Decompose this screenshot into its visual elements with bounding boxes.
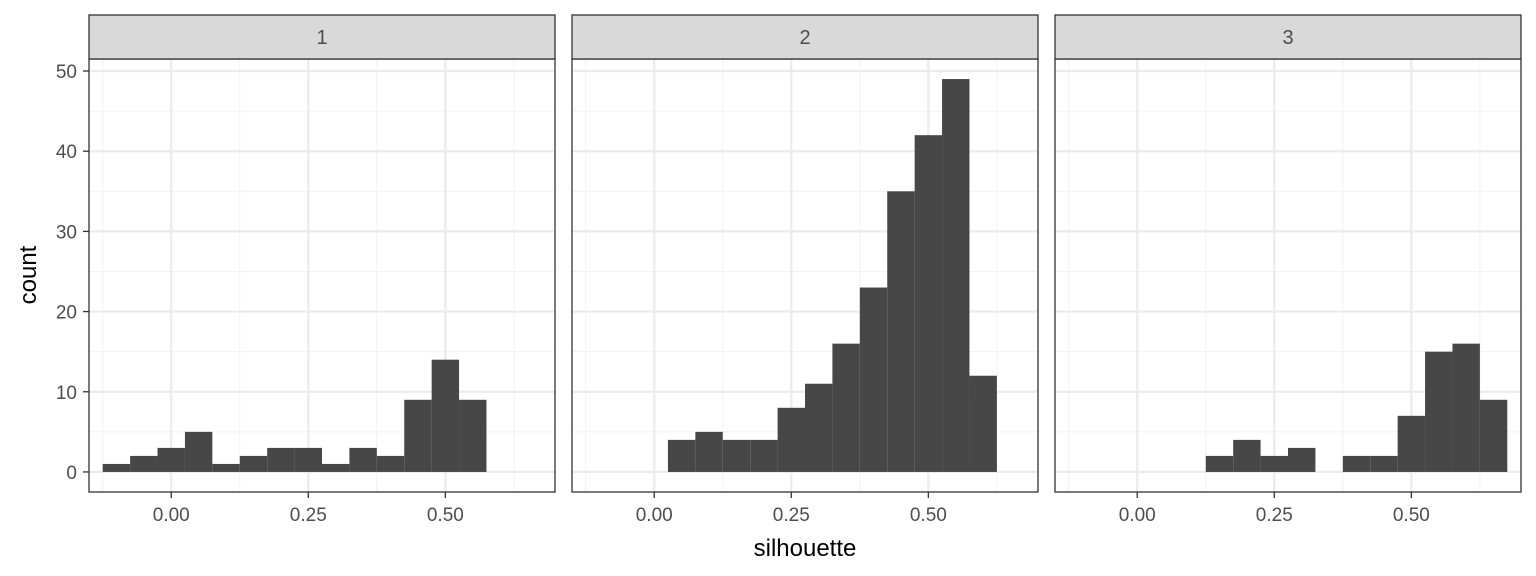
histogram-bar <box>1288 447 1316 472</box>
panels: 1 0.00 0.25 0.50 0 10 20 30 40 50 2 0.00 0.25 0.50 3 0.… <box>56 14 1522 526</box>
histogram-bar <box>1370 455 1398 472</box>
histogram-bar <box>294 447 322 472</box>
panel-3: 3 0.00 0.25 0.50 <box>1054 14 1522 526</box>
x-tick-label: 0.25 <box>773 505 810 526</box>
panel-2: 2 0.00 0.25 0.50 <box>571 14 1039 526</box>
histogram-bar <box>914 135 943 472</box>
histogram-bar <box>969 375 997 472</box>
histogram-bar <box>1205 455 1234 472</box>
histogram-bar <box>695 431 723 472</box>
y-tick-label: 20 <box>56 303 77 324</box>
x-axis-title: silhouette <box>754 535 857 562</box>
histogram-bar <box>1397 415 1426 472</box>
histogram-bar <box>1425 351 1453 472</box>
facet-strip <box>88 14 556 60</box>
y-tick-label: 0 <box>66 463 77 484</box>
histogram-bar <box>431 359 460 472</box>
histogram-bar <box>157 447 185 472</box>
histogram-bar <box>349 447 377 472</box>
histogram-bar <box>667 439 696 472</box>
histogram-bar <box>805 383 833 472</box>
panel-1: 1 0.00 0.25 0.50 0 10 20 30 40 50 <box>56 14 556 526</box>
facet-strip <box>571 14 1039 60</box>
y-tick-label: 10 <box>56 383 77 404</box>
histogram-bar <box>239 455 268 472</box>
histogram-bar <box>376 455 405 472</box>
histogram-bar <box>722 439 751 472</box>
histogram-bar <box>777 407 805 472</box>
x-tick-label: 0.00 <box>153 505 190 526</box>
histogram-bar <box>322 463 350 472</box>
x-tick-label: 0.50 <box>910 505 947 526</box>
histogram-bar <box>859 287 888 472</box>
x-tick-label: 0.25 <box>290 505 327 526</box>
y-tick-label: 40 <box>56 142 77 163</box>
facet-strip <box>1054 14 1522 60</box>
facet-strip-label: 2 <box>799 27 810 49</box>
y-axis-title: count <box>15 245 42 304</box>
y-tick-label: 50 <box>56 62 77 83</box>
histogram-bar <box>1452 343 1480 472</box>
x-tick-label: 0.50 <box>427 505 464 526</box>
histogram-bar <box>887 191 915 472</box>
histogram-bar <box>130 455 158 472</box>
x-tick-label: 0.25 <box>1256 505 1293 526</box>
histogram-bar <box>942 79 970 472</box>
y-tick-label: 30 <box>56 222 77 243</box>
histogram-bar <box>1342 455 1371 472</box>
histogram-bar <box>750 439 778 472</box>
x-tick-label: 0.00 <box>636 505 673 526</box>
x-tick-label: 0.00 <box>1119 505 1156 526</box>
histogram-bar <box>459 399 487 472</box>
histogram-bar <box>404 399 432 472</box>
histogram-bar <box>1260 455 1288 472</box>
histogram-bar <box>212 463 240 472</box>
histogram-bar <box>1233 439 1261 472</box>
histogram-bar <box>832 343 860 472</box>
facet-strip-label: 3 <box>1282 27 1293 49</box>
histogram-bar <box>102 463 131 472</box>
histogram-bar <box>267 447 295 472</box>
x-tick-label: 0.50 <box>1393 505 1430 526</box>
histogram-bar <box>1479 399 1508 472</box>
facet-strip-label: 1 <box>316 27 327 49</box>
histogram-bar <box>184 431 213 472</box>
